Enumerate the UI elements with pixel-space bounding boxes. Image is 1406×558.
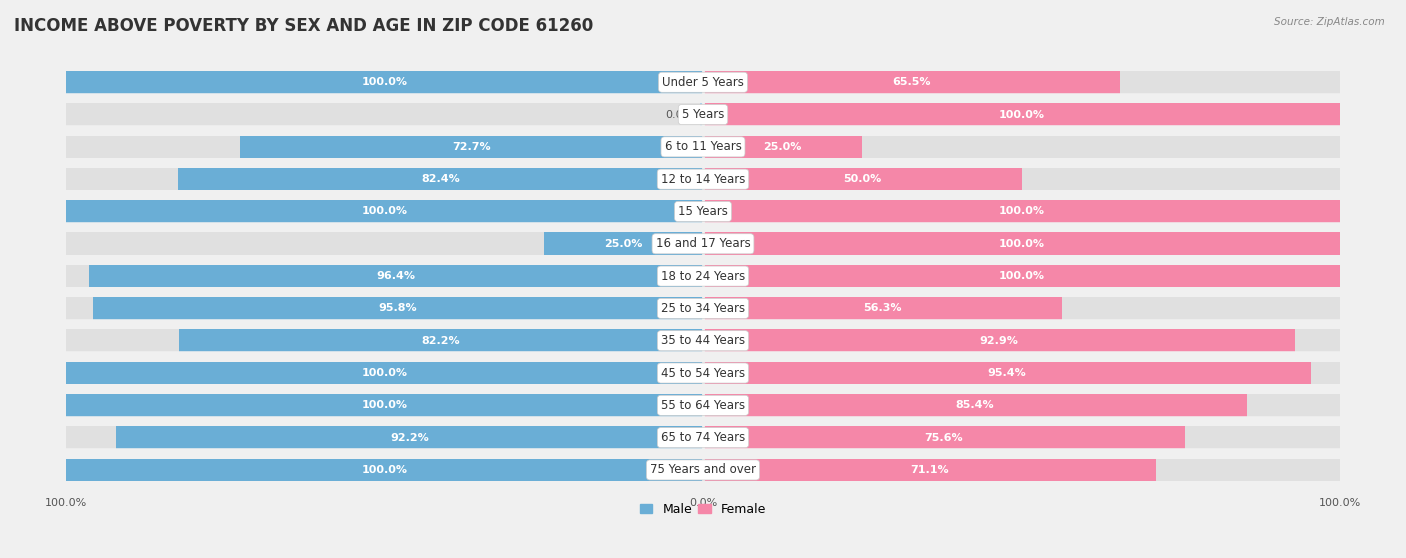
Text: 55 to 64 Years: 55 to 64 Years	[661, 399, 745, 412]
Text: 25.0%: 25.0%	[605, 239, 643, 249]
Bar	[703, 297, 1340, 320]
Bar	[703, 459, 1340, 481]
Bar	[66, 200, 703, 223]
Text: 15 Years: 15 Years	[678, 205, 728, 218]
Text: 100.0%: 100.0%	[361, 77, 408, 87]
Bar	[703, 426, 1340, 449]
Bar	[66, 265, 703, 287]
Text: 45 to 54 Years: 45 to 54 Years	[661, 367, 745, 379]
Bar	[703, 362, 1310, 384]
Bar	[240, 136, 703, 158]
Text: 18 to 24 Years: 18 to 24 Years	[661, 270, 745, 282]
Text: 25 to 34 Years: 25 to 34 Years	[661, 302, 745, 315]
Text: 92.2%: 92.2%	[389, 432, 429, 442]
Bar	[703, 103, 1340, 126]
Bar	[703, 297, 1062, 320]
Bar	[66, 459, 703, 481]
Text: INCOME ABOVE POVERTY BY SEX AND AGE IN ZIP CODE 61260: INCOME ABOVE POVERTY BY SEX AND AGE IN Z…	[14, 17, 593, 35]
Text: 100.0%: 100.0%	[361, 368, 408, 378]
Bar	[703, 426, 1185, 449]
Bar	[66, 103, 703, 126]
Bar	[66, 362, 703, 384]
Bar	[703, 168, 1022, 190]
Text: 65.5%: 65.5%	[893, 77, 931, 87]
Text: 82.2%: 82.2%	[422, 336, 461, 346]
Text: 35 to 44 Years: 35 to 44 Years	[661, 334, 745, 347]
Text: 6 to 11 Years: 6 to 11 Years	[665, 141, 741, 153]
Text: 96.4%: 96.4%	[377, 271, 415, 281]
Text: 65 to 74 Years: 65 to 74 Years	[661, 431, 745, 444]
Text: 100.0%: 100.0%	[998, 109, 1045, 119]
Bar	[179, 168, 703, 190]
Bar	[703, 103, 1340, 126]
Bar	[703, 233, 1340, 255]
Bar	[703, 459, 1156, 481]
Legend: Male, Female: Male, Female	[636, 498, 770, 521]
Text: 95.4%: 95.4%	[987, 368, 1026, 378]
Text: 56.3%: 56.3%	[863, 304, 901, 314]
Text: 85.4%: 85.4%	[956, 400, 994, 410]
Bar	[89, 265, 703, 287]
Bar	[66, 362, 703, 384]
Text: 12 to 14 Years: 12 to 14 Years	[661, 172, 745, 186]
Text: 0.0%: 0.0%	[665, 109, 693, 119]
Bar	[703, 329, 1340, 352]
Bar	[66, 329, 703, 352]
Text: 100.0%: 100.0%	[998, 271, 1045, 281]
Text: Under 5 Years: Under 5 Years	[662, 76, 744, 89]
Bar	[66, 394, 703, 417]
Bar	[93, 297, 703, 320]
Bar	[115, 426, 703, 449]
Text: 100.0%: 100.0%	[998, 239, 1045, 249]
Bar	[66, 71, 703, 94]
Text: 82.4%: 82.4%	[422, 174, 460, 184]
Text: 25.0%: 25.0%	[763, 142, 801, 152]
Text: 100.0%: 100.0%	[361, 400, 408, 410]
Text: 50.0%: 50.0%	[844, 174, 882, 184]
Bar	[66, 168, 703, 190]
Bar	[703, 362, 1340, 384]
Text: 92.9%: 92.9%	[980, 336, 1018, 346]
Bar	[703, 394, 1247, 417]
Bar	[66, 297, 703, 320]
Text: 100.0%: 100.0%	[361, 206, 408, 217]
Bar	[66, 233, 703, 255]
Bar	[703, 329, 1295, 352]
Bar	[703, 265, 1340, 287]
Text: 100.0%: 100.0%	[998, 206, 1045, 217]
Bar	[66, 426, 703, 449]
Text: Source: ZipAtlas.com: Source: ZipAtlas.com	[1274, 17, 1385, 27]
Bar	[180, 329, 703, 352]
Bar	[703, 394, 1340, 417]
Bar	[66, 71, 703, 94]
Bar	[703, 136, 862, 158]
Bar	[700, 103, 703, 126]
Bar	[66, 459, 703, 481]
Text: 75 Years and over: 75 Years and over	[650, 464, 756, 477]
Text: 95.8%: 95.8%	[378, 304, 418, 314]
Text: 72.7%: 72.7%	[453, 142, 491, 152]
Bar	[703, 200, 1340, 223]
Bar	[703, 71, 1340, 94]
Bar	[703, 168, 1340, 190]
Text: 75.6%: 75.6%	[925, 432, 963, 442]
Bar	[66, 394, 703, 417]
Bar	[703, 265, 1340, 287]
Bar	[703, 200, 1340, 223]
Text: 71.1%: 71.1%	[910, 465, 949, 475]
Bar	[703, 71, 1121, 94]
Bar	[703, 233, 1340, 255]
Text: 16 and 17 Years: 16 and 17 Years	[655, 237, 751, 251]
Bar	[66, 200, 703, 223]
Text: 100.0%: 100.0%	[361, 465, 408, 475]
Bar	[544, 233, 703, 255]
Bar	[66, 136, 703, 158]
Bar	[703, 136, 1340, 158]
Text: 5 Years: 5 Years	[682, 108, 724, 121]
